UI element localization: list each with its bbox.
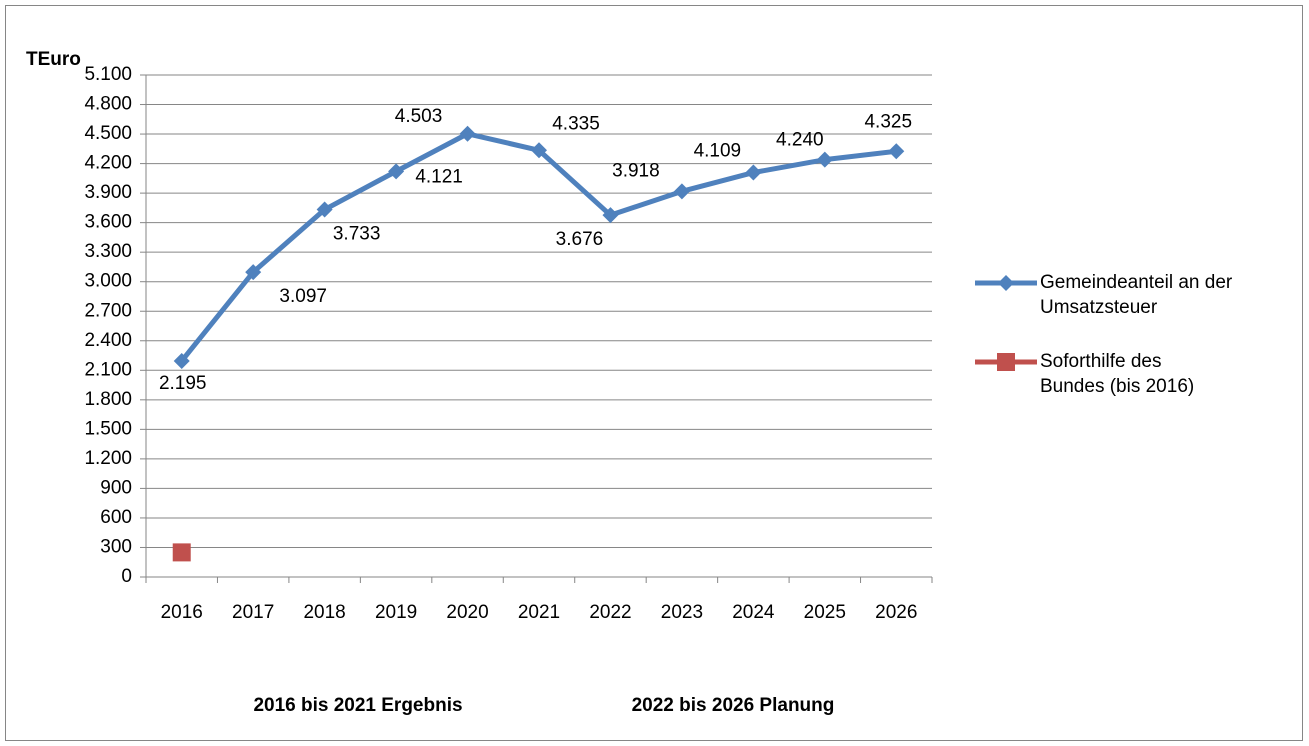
y-tick-label: 3.600 (84, 212, 132, 233)
y-tick-label: 4.200 (84, 153, 132, 174)
legend-marker (997, 353, 1015, 371)
y-tick-label: 4.500 (84, 123, 132, 144)
data-point (388, 163, 405, 180)
data-point (316, 201, 333, 218)
data-point (745, 164, 762, 181)
data-label: 4.121 (415, 166, 463, 187)
chart-frame (5, 5, 1303, 741)
data-point (173, 352, 190, 369)
annotation: 2016 bis 2021 Ergebnis (253, 695, 462, 716)
data-point (602, 207, 619, 224)
annotation: 2022 bis 2026 Planung (632, 695, 835, 716)
data-label: 4.335 (552, 113, 600, 134)
data-label: 4.325 (864, 111, 912, 132)
data-point (673, 183, 690, 200)
y-tick-label: 600 (100, 507, 132, 528)
x-tick-label: 2023 (661, 602, 703, 623)
legend-marker (998, 275, 1014, 291)
x-tick-label: 2025 (804, 602, 846, 623)
data-point (459, 125, 476, 142)
y-tick-label: 1.200 (84, 448, 132, 469)
y-tick-label: 1.800 (84, 389, 132, 410)
data-point (531, 142, 547, 159)
y-tick-label: 2.400 (84, 330, 132, 351)
y-tick-label: 5.100 (84, 64, 132, 85)
data-label: 3.733 (333, 224, 381, 245)
x-tick-label: 2022 (589, 602, 631, 623)
x-tick-label: 2016 (161, 602, 203, 623)
data-label: 3.097 (279, 286, 327, 307)
y-tick-label: 2.100 (84, 359, 132, 380)
legend-label-line: Bundes (bis 2016) (1040, 376, 1194, 397)
y-tick-label: 900 (100, 477, 132, 498)
y-tick-label: 300 (100, 536, 132, 557)
data-label: 2.195 (159, 373, 207, 394)
legend-label-line: Gemeindeanteil an der (1040, 272, 1233, 293)
data-point (888, 143, 905, 160)
y-tick-label: 2.700 (84, 300, 132, 321)
legend-label-line: Umsatzsteuer (1040, 297, 1158, 318)
data-label: 3.918 (612, 160, 660, 181)
x-tick-label: 2021 (518, 602, 560, 623)
legend-label: Soforthilfe des Bundes (bis 2016) (1040, 351, 1194, 397)
data-point (816, 151, 833, 168)
legend-label: Gemeindeanteil an der Umsatzsteuer (1040, 272, 1233, 318)
x-tick-label: 2020 (446, 602, 488, 623)
legend-label-line: Soforthilfe des (1040, 351, 1161, 372)
data-label: 3.676 (556, 229, 604, 250)
data-point (172, 543, 191, 562)
y-tick-label: 3.300 (84, 241, 132, 262)
y-tick-label: 1.500 (84, 418, 132, 439)
x-tick-label: 2018 (303, 602, 345, 623)
y-tick-label: 3.900 (84, 182, 132, 203)
y-axis-label: TEuro (26, 49, 81, 70)
y-tick-label: 0 (121, 566, 132, 587)
data-point (245, 264, 262, 281)
data-label: 4.240 (776, 130, 824, 151)
x-tick-label: 2019 (375, 602, 417, 623)
y-tick-label: 3.000 (84, 271, 132, 292)
x-tick-label: 2024 (732, 602, 775, 623)
data-label: 4.503 (395, 106, 443, 127)
y-tick-label: 4.800 (84, 94, 132, 115)
x-tick-label: 2026 (875, 602, 917, 623)
data-label: 4.109 (694, 141, 742, 162)
x-tick-label: 2017 (232, 602, 274, 623)
